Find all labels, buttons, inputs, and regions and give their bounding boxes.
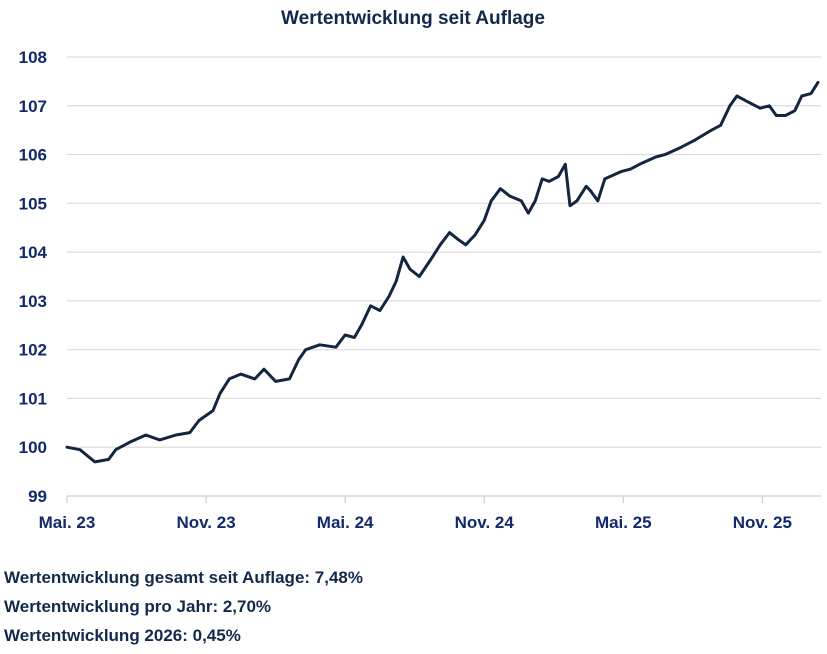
y-tick-label: 99 (28, 487, 47, 506)
y-tick-label: 106 (19, 146, 47, 165)
x-tick-label: Mai. 23 (39, 513, 96, 532)
y-tick-label: 102 (19, 341, 47, 360)
x-tick-label: Nov. 23 (176, 513, 235, 532)
y-tick-label: 108 (19, 48, 47, 67)
stat-ytd: Wertentwicklung 2026: 0,45% (4, 626, 241, 645)
x-tick-label: Mai. 25 (595, 513, 652, 532)
y-tick-label: 101 (19, 389, 47, 408)
x-tick-label: Nov. 25 (733, 513, 792, 532)
chart-title: Wertentwicklung seit Auflage (281, 8, 545, 29)
y-tick-label: 103 (19, 292, 47, 311)
y-tick-label: 104 (19, 243, 48, 262)
stat-per-year: Wertentwicklung pro Jahr: 2,70% (4, 597, 272, 616)
y-tick-label: 107 (19, 97, 47, 116)
series-line (65, 80, 820, 464)
stat-total: Wertentwicklung gesamt seit Auflage: 7,4… (4, 568, 363, 587)
x-tick-label: Mai. 24 (317, 513, 374, 532)
y-tick-label: 105 (19, 194, 47, 213)
y-tick-label: 100 (19, 438, 47, 457)
x-tick-label: Nov. 24 (455, 513, 515, 532)
line-chart: Wertentwicklung seit Auflage 99 100 101 102… (19, 8, 821, 532)
